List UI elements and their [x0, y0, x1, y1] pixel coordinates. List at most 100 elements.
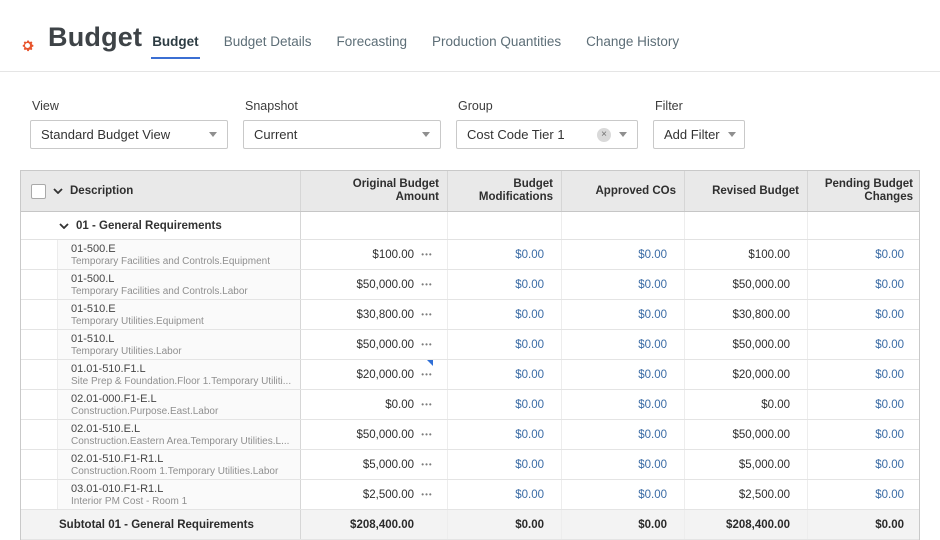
budget-modifications-link[interactable]: $0.00 — [515, 368, 544, 381]
group-select[interactable]: Cost Code Tier 1 × — [456, 120, 638, 149]
pending-budget-changes-link[interactable]: $0.00 — [875, 278, 904, 291]
approved-cos-link[interactable]: $0.00 — [638, 458, 667, 471]
view-select[interactable]: Standard Budget View — [30, 120, 228, 149]
budget-modifications-link[interactable]: $0.00 — [515, 458, 544, 471]
table-row[interactable]: 01.01-510.F1.L Site Prep & Foundation.Fl… — [21, 360, 919, 390]
snapshot-label: Snapshot — [245, 99, 298, 113]
pending-budget-changes-cell: $0.00 — [807, 270, 921, 299]
more-options-icon[interactable]: ••• — [421, 399, 433, 409]
table-row[interactable]: 03.01-010.F1-R1.L Interior PM Cost - Roo… — [21, 480, 919, 510]
subtotal-label: Subtotal 01 - General Requirements — [59, 518, 254, 531]
description-cell: 02.01-510.F1-R1.L Construction.Room 1.Te… — [21, 450, 300, 479]
approved-cos-link[interactable]: $0.00 — [638, 368, 667, 381]
original-budget-value: $5,000.00 — [362, 458, 414, 471]
table-row[interactable]: 01-500.E Temporary Facilities and Contro… — [21, 240, 919, 270]
original-budget-cell: $50,000.00 ••• — [300, 330, 447, 359]
group-label: 01 - General Requirements — [76, 219, 222, 232]
table-row[interactable]: 02.01-510.E.L Construction.Eastern Area.… — [21, 420, 919, 450]
revised-budget-cell: $2,500.00 — [684, 480, 807, 509]
cost-code: 02.01-000.F1-E.L — [71, 393, 157, 405]
budget-modifications-link[interactable]: $0.00 — [515, 488, 544, 501]
group-header-row[interactable]: 01 - General Requirements — [21, 212, 919, 240]
original-budget-value: $50,000.00 — [356, 278, 414, 291]
pending-budget-changes-link[interactable]: $0.00 — [875, 368, 904, 381]
more-options-icon[interactable]: ••• — [421, 459, 433, 469]
budget-modifications-cell: $0.00 — [447, 420, 561, 449]
tab-budget-details[interactable]: Budget Details — [223, 34, 312, 49]
pending-budget-changes-header: Pending Budget Changes — [807, 171, 921, 211]
budget-modifications-cell: $0.00 — [447, 330, 561, 359]
cost-code-description: Construction.Eastern Area.Temporary Util… — [71, 436, 290, 447]
view-label: View — [32, 99, 59, 113]
more-options-icon[interactable]: ••• — [421, 309, 433, 319]
pending-budget-changes-cell: $0.00 — [807, 330, 921, 359]
more-options-icon[interactable]: ••• — [421, 489, 433, 499]
more-options-icon[interactable]: ••• — [421, 369, 433, 379]
budget-modifications-link[interactable]: $0.00 — [515, 338, 544, 351]
clear-icon[interactable]: × — [597, 127, 611, 142]
more-options-icon[interactable]: ••• — [421, 279, 433, 289]
pending-budget-changes-link[interactable]: $0.00 — [875, 398, 904, 411]
table-row[interactable]: 01-500.L Temporary Facilities and Contro… — [21, 270, 919, 300]
approved-cos-cell: $0.00 — [561, 300, 684, 329]
budget-modifications-link[interactable]: $0.00 — [515, 308, 544, 321]
approved-cos-link[interactable]: $0.00 — [638, 488, 667, 501]
tab-forecasting[interactable]: Forecasting — [336, 34, 408, 49]
approved-cos-link[interactable]: $0.00 — [638, 398, 667, 411]
revised-budget-cell: $5,000.00 — [684, 450, 807, 479]
snapshot-select[interactable]: Current — [243, 120, 441, 149]
pending-budget-changes-link[interactable]: $0.00 — [875, 488, 904, 501]
description-cell: 02.01-510.E.L Construction.Eastern Area.… — [21, 420, 300, 449]
approved-cos-link[interactable]: $0.00 — [638, 308, 667, 321]
original-budget-cell: $50,000.00 ••• — [300, 420, 447, 449]
table-row[interactable]: 02.01-510.F1-R1.L Construction.Room 1.Te… — [21, 450, 919, 480]
description-cell: 01-500.E Temporary Facilities and Contro… — [21, 240, 300, 269]
select-all-checkbox[interactable] — [31, 183, 46, 199]
revised-budget-value: $20,000.00 — [732, 368, 790, 381]
pending-budget-changes-link[interactable]: $0.00 — [875, 248, 904, 261]
cost-code: 01.01-510.F1.L — [71, 363, 146, 375]
table-row[interactable]: 02.01-000.F1-E.L Construction.Purpose.Ea… — [21, 390, 919, 420]
cost-code: 03.01-010.F1-R1.L — [71, 483, 164, 495]
original-budget-value: $50,000.00 — [356, 338, 414, 351]
more-options-icon[interactable]: ••• — [421, 429, 433, 439]
original-budget-cell: $20,000.00 ••• — [300, 360, 447, 389]
budget-modifications-link[interactable]: $0.00 — [515, 248, 544, 261]
more-options-icon[interactable]: ••• — [421, 249, 433, 259]
tab-change-history[interactable]: Change History — [586, 34, 680, 49]
budget-modifications-link[interactable]: $0.00 — [515, 398, 544, 411]
cost-code-description: Temporary Utilities.Equipment — [71, 316, 204, 327]
approved-cos-link[interactable]: $0.00 — [638, 248, 667, 261]
revised-budget-cell: $50,000.00 — [684, 420, 807, 449]
budget-modifications-link[interactable]: $0.00 — [515, 428, 544, 441]
table-row[interactable]: 01-510.L Temporary Utilities.Labor $50,0… — [21, 330, 919, 360]
approved-cos-link[interactable]: $0.00 — [638, 428, 667, 441]
original-budget-header: Original Budget Amount — [300, 171, 447, 211]
chevron-down-icon[interactable] — [59, 222, 69, 229]
pending-budget-changes-link[interactable]: $0.00 — [875, 458, 904, 471]
pending-budget-changes-cell: $0.00 — [807, 300, 921, 329]
budget-modifications-link[interactable]: $0.00 — [515, 278, 544, 291]
pending-budget-changes-link[interactable]: $0.00 — [875, 308, 904, 321]
approved-cos-link[interactable]: $0.00 — [638, 278, 667, 291]
subtotal-mods: $0.00 — [447, 510, 561, 539]
more-options-icon[interactable]: ••• — [421, 339, 433, 349]
original-budget-value: $50,000.00 — [356, 428, 414, 441]
pending-budget-changes-link[interactable]: $0.00 — [875, 338, 904, 351]
add-filter-button[interactable]: Add Filter — [653, 120, 745, 149]
budget-modifications-cell: $0.00 — [447, 360, 561, 389]
group-select-value: Cost Code Tier 1 — [467, 127, 565, 142]
approved-cos-cell: $0.00 — [561, 360, 684, 389]
revised-budget-value: $5,000.00 — [738, 458, 790, 471]
tab-budget[interactable]: Budget — [151, 34, 200, 59]
revised-budget-value: $50,000.00 — [732, 428, 790, 441]
table-row[interactable]: 01-510.E Temporary Utilities.Equipment $… — [21, 300, 919, 330]
pending-budget-changes-link[interactable]: $0.00 — [875, 428, 904, 441]
tab-production-quantities[interactable]: Production Quantities — [432, 34, 562, 49]
budget-modifications-cell: $0.00 — [447, 480, 561, 509]
cost-code: 01-510.L — [71, 333, 115, 345]
chevron-down-icon[interactable] — [53, 188, 63, 194]
table-body: 01-500.E Temporary Facilities and Contro… — [21, 240, 919, 510]
approved-cos-link[interactable]: $0.00 — [638, 338, 667, 351]
approved-cos-cell: $0.00 — [561, 330, 684, 359]
